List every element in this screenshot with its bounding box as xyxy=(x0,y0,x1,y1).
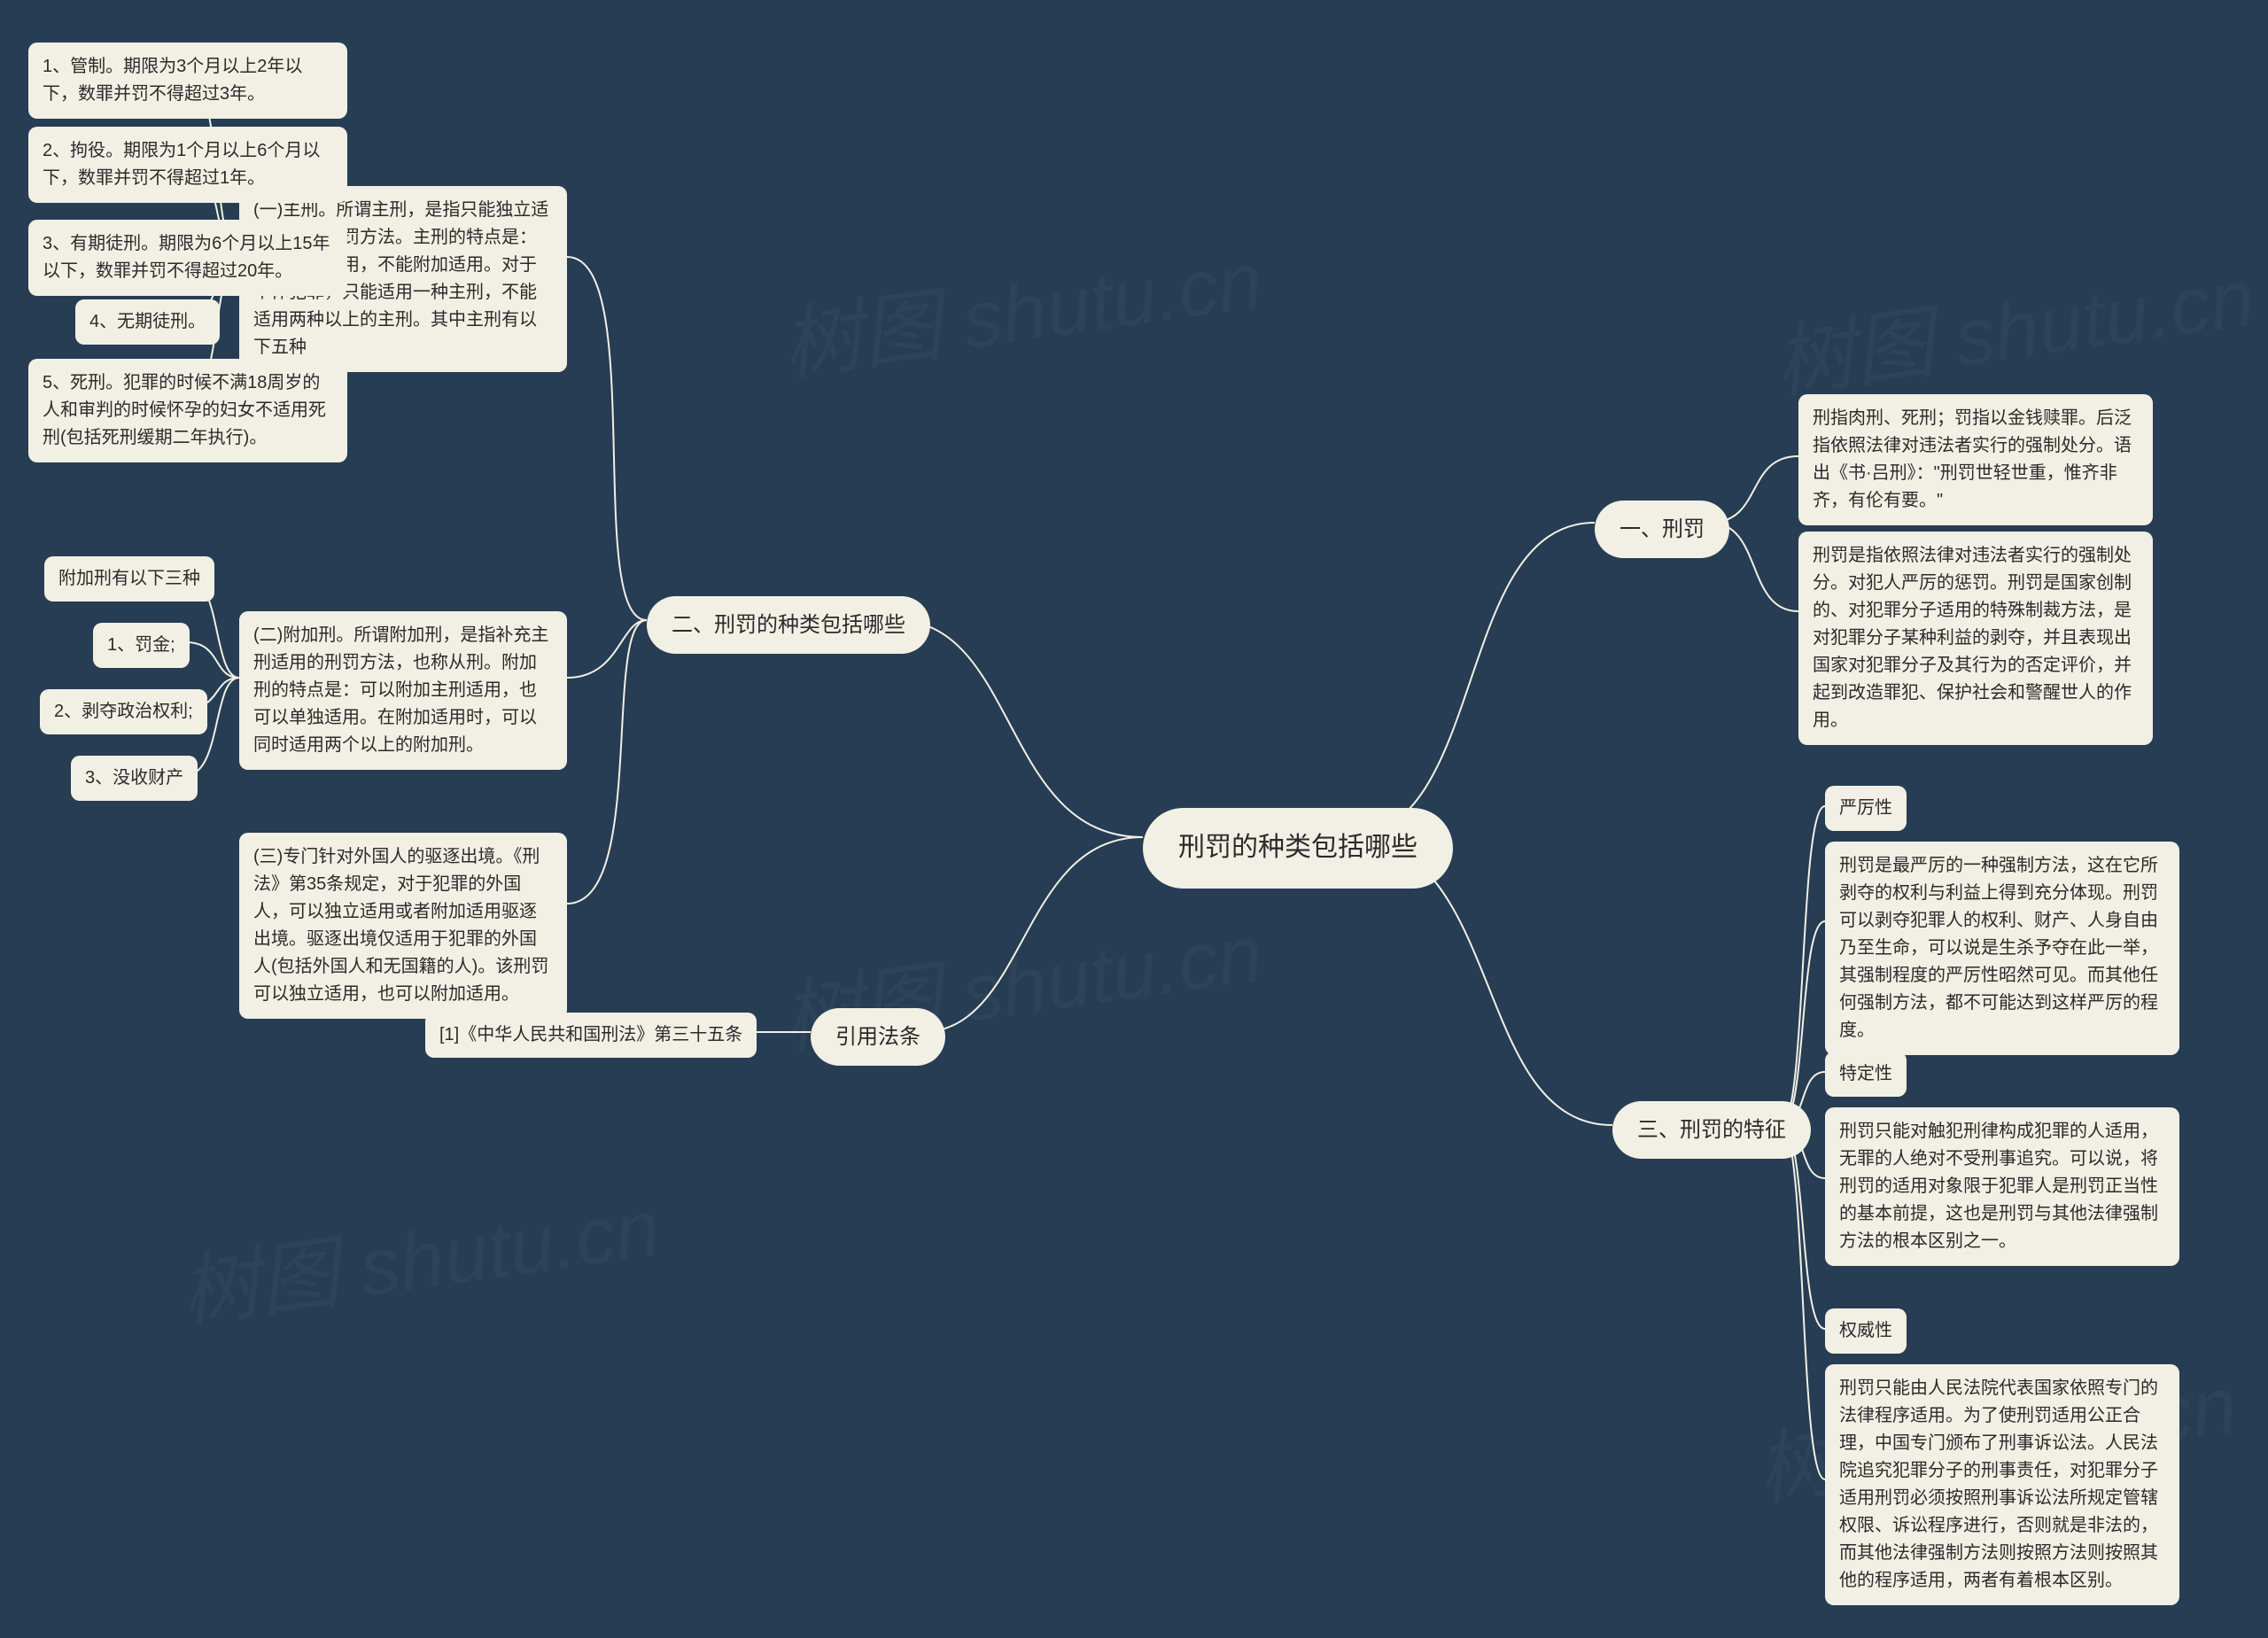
root-node: 刑罚的种类包括哪些 xyxy=(1143,808,1453,889)
feature1-desc: 刑罚是最严厉的一种强制方法，这在它所剥夺的权利与利益上得到充分体现。刑罚可以剥夺… xyxy=(1825,842,2179,1055)
primary-item3: 3、有期徒刑。期限为6个月以上15年以下，数罪并罚不得超过20年。 xyxy=(28,220,347,296)
primary-item1: 1、管制。期限为3个月以上2年以下，数罪并罚不得超过3年。 xyxy=(28,43,347,119)
primary-item5: 5、死刑。犯罪的时候不满18周岁的人和审判的时候怀孕的妇女不适用死刑(包括死刑缓… xyxy=(28,359,347,462)
watermark: 树图 shutu.cn xyxy=(774,215,1269,397)
section1-p1: 刑指肉刑、死刑；罚指以金钱赎罪。后泛指依照法律对违法者实行的强制处分。语出《书·… xyxy=(1798,394,2153,525)
section1-title: 一、刑罚 xyxy=(1595,501,1729,558)
supplementary-item2: 2、剥夺政治权利; xyxy=(40,689,207,734)
supplementary-item1: 1、罚金; xyxy=(93,623,190,668)
primary-item4: 4、无期徒刑。 xyxy=(75,299,220,345)
feature2-name: 特定性 xyxy=(1825,1052,1907,1097)
feature3-desc: 刑罚只能由人民法院代表国家依照专门的法律程序适用。为了使刑罚适用公正合理，中国专… xyxy=(1825,1364,2179,1605)
section1-p2: 刑罚是指依照法律对违法者实行的强制处分。对犯人严厉的惩罚。刑罚是国家创制的、对犯… xyxy=(1798,532,2153,745)
section3-title: 三、刑罚的特征 xyxy=(1612,1101,1811,1159)
feature2-desc: 刑罚只能对触犯刑律构成犯罪的人适用，无罪的人绝对不受刑事追究。可以说，将刑罚的适… xyxy=(1825,1107,2179,1266)
citation-item: [1]《中华人民共和国刑法》第三十五条 xyxy=(425,1013,757,1058)
supplementary-intro: 附加刑有以下三种 xyxy=(44,556,214,602)
section2-title: 二、刑罚的种类包括哪些 xyxy=(647,596,930,654)
watermark: 树图 shutu.cn xyxy=(172,1163,666,1345)
watermark: 树图 shutu.cn xyxy=(1767,233,2261,415)
supplementary-item3: 3、没收财产 xyxy=(71,756,198,801)
deport-desc: (三)专门针对外国人的驱逐出境。《刑法》第35条规定，对于犯罪的外国人，可以独立… xyxy=(239,833,567,1019)
feature1-name: 严厉性 xyxy=(1825,786,1907,831)
citation-title: 引用法条 xyxy=(811,1008,945,1066)
supplementary-desc: (二)附加刑。所谓附加刑，是指补充主刑适用的刑罚方法，也称从刑。附加刑的特点是：… xyxy=(239,611,567,770)
feature3-name: 权威性 xyxy=(1825,1308,1907,1354)
primary-item2: 2、拘役。期限为1个月以上6个月以下，数罪并罚不得超过1年。 xyxy=(28,127,347,203)
